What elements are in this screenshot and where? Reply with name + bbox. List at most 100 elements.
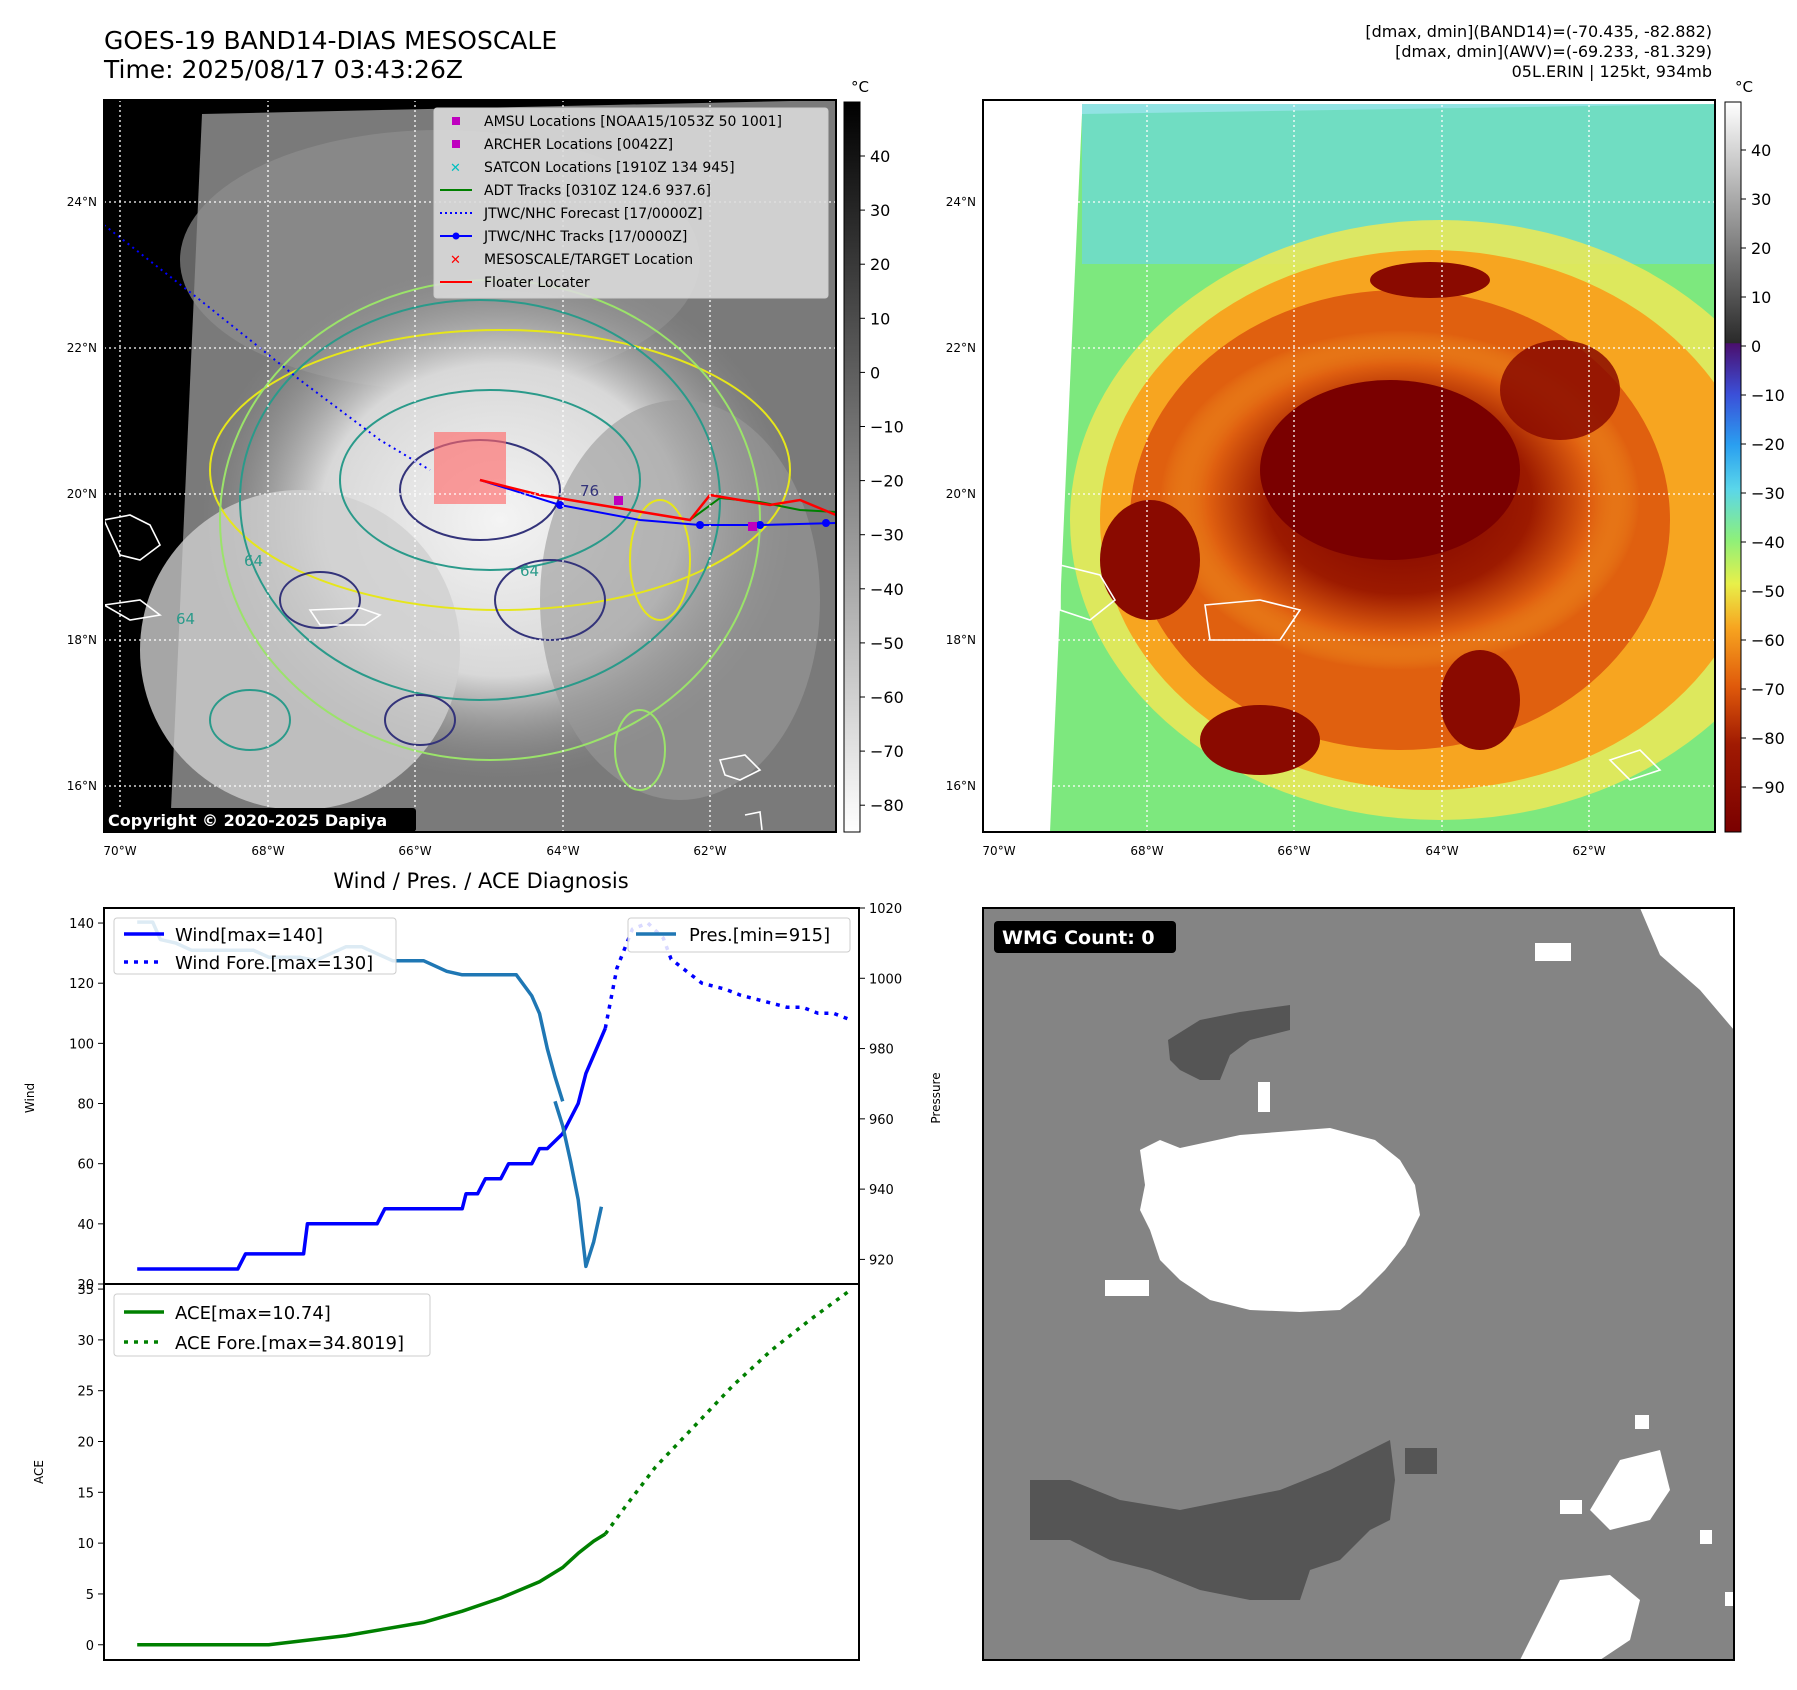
colorbar-tick-label: 10 [870,309,890,328]
colorbar-tick-label: −30 [1751,484,1785,503]
legend-target: MESOSCALE/TARGET Location [484,252,693,268]
colorbar-tick-label: −50 [870,634,904,653]
mesoscale-target-box [434,432,506,504]
wind-tick-label: 20 [77,1278,94,1293]
coastline-puerto-rico-right [1204,599,1302,641]
colorbar-unit: °C [851,78,869,96]
wmg-count: WMG Count: 0 [1002,927,1155,949]
colorbar-tick-label: −50 [1751,582,1785,601]
lon-label: 66°W [1277,844,1310,858]
series-ace-max [137,1532,607,1647]
lat-label: 24°N [67,195,97,209]
colorbar-tick-label: 40 [870,147,890,166]
colorbar-tick-label: 20 [1751,239,1771,258]
lat-label: 22°N [946,341,976,355]
amsu-marker [614,496,623,505]
ace-tick-label: 20 [77,1436,94,1451]
colorbar-tick-label: −60 [870,688,904,707]
lat-label: 16°N [946,779,976,793]
coastline-guadeloupe [718,754,762,781]
lon-label: 62°W [1572,844,1605,858]
contour-label: 64 [176,610,195,628]
wind-tick-label: 120 [69,977,94,992]
colorbar-tick-label: −10 [1751,386,1785,405]
legend-ace-forecast: ACE Fore.[max=34.8019] [175,1333,404,1354]
series-wind-max [137,1027,607,1271]
ir-colorbar: °C 40 30 20 10 0 −10 −20 −30 −40 −50 −60 −70 −80 [843,78,904,833]
pressure-ylabel: Pressure [929,1072,943,1123]
pressure-tick-label: 960 [869,1113,894,1128]
jtwc-observed-track [479,479,836,526]
ace-tick-label: 25 [77,1385,94,1400]
map-legend: AMSU Locations [NOAA15/1053Z 50 1001] AR… [433,107,829,299]
coastline-puerto-rico [308,607,382,626]
colorbar-tick-label: 40 [1751,141,1771,160]
ace-tick-label: 35 [77,1283,94,1298]
floater-locator-track [479,478,836,522]
band14-range: [dmax, dmin](BAND14)=(-70.435, -82.882) [1365,22,1712,41]
pressure-tick-label: 920 [869,1253,894,1268]
lat-label: 20°N [67,487,97,501]
lat-label: 22°N [67,341,97,355]
pressure-tick-label: 1020 [869,902,902,917]
legend-wind-forecast: Wind Fore.[max=130] [175,953,373,974]
colorbar-tick-label: −30 [870,526,904,545]
pressure-legend: Pres.[min=915] [627,917,851,953]
wmg-warm-region [1105,908,1734,1660]
legend-satcon: SATCON Locations [1910Z 134 945] [484,160,735,176]
legend-adt: ADT Tracks [0310Z 124.6 937.6] [484,183,711,199]
dias-colorbar: °C 40 30 20 10 0 −10 −20 −30 −40 −50 −60 −70 −80 −90 [1724,78,1785,833]
lon-label: 64°W [546,844,579,858]
pressure-tick-label: 1000 [869,972,902,987]
lon-label: 66°W [398,844,431,858]
wmg-panel: WMG Count: 0 [982,907,1735,1661]
ace-tick-label: 15 [77,1486,94,1501]
colorbar-tick-label: −70 [870,742,904,761]
awv-range: [dmax, dmin](AWV)=(-69.233, -81.329) [1395,42,1712,61]
page-title: GOES-19 BAND14-DIAS MESOSCALE [104,26,558,55]
series-pres-min-continued [553,1100,604,1269]
ace-tick-label: 10 [77,1537,94,1552]
lat-label: 24°N [946,195,976,209]
lat-label: 18°N [67,633,97,647]
lon-label: 64°W [1425,844,1458,858]
wind-ylabel: Wind [23,1083,37,1113]
pressure-tick-label: 980 [869,1043,894,1058]
ace-tick-label: 30 [77,1334,94,1349]
chart-title: Wind / Pres. / ACE Diagnosis [333,869,628,893]
ace-tick-label: 0 [86,1639,94,1654]
wind-pressure-chart: Wind / Pres. / ACE Diagnosis 20 40 60 80 100… [23,869,943,1293]
wind-tick-label: 40 [77,1218,94,1233]
colorbar-tick-label: 30 [1751,190,1771,209]
dias-map-gridlines [983,100,1715,832]
wind-tick-label: 100 [69,1037,94,1052]
colorbar-tick-label: −10 [870,418,904,437]
series-ace-fore-max [603,1289,851,1536]
ace-ylabel: ACE [32,1460,46,1484]
contour-teal [239,299,721,701]
lon-label: 62°W [693,844,726,858]
colorbar-tick-label: −20 [870,472,904,491]
lon-label: 68°W [1130,844,1163,858]
contour-label: 64 [244,552,263,570]
legend-forecast: JTWC/NHC Forecast [17/0000Z] [483,206,703,222]
colorbar-tick-label: −90 [1751,778,1785,797]
legend-ace: ACE[max=10.74] [175,1303,331,1324]
ace-legend: ACE[max=10.74] ACE Fore.[max=34.8019] [113,1293,431,1357]
colorbar-tick-label: 10 [1751,288,1771,307]
time-label: Time: 2025/08/17 03:43:26Z [104,55,463,84]
pressure-tick-label: 940 [869,1183,894,1198]
colorbar-tick-label: −40 [1751,533,1785,552]
colorbar-tick-label: −60 [1751,631,1785,650]
wind-tick-label: 80 [77,1098,94,1113]
contour-label: 64 [520,562,539,580]
storm-info: 05L.ERIN | 125kt, 934mb [1511,62,1712,81]
ace-tick-label: 5 [86,1588,94,1603]
colorbar-tick-label: 30 [870,201,890,220]
lon-label: 70°W [982,844,1015,858]
wind-tick-label: 140 [69,917,94,932]
colorbar-tick-label: −80 [870,796,904,815]
legend-wind: Wind[max=140] [175,925,323,946]
wind-legend: Wind[max=140] Wind Fore.[max=130] [113,917,397,975]
